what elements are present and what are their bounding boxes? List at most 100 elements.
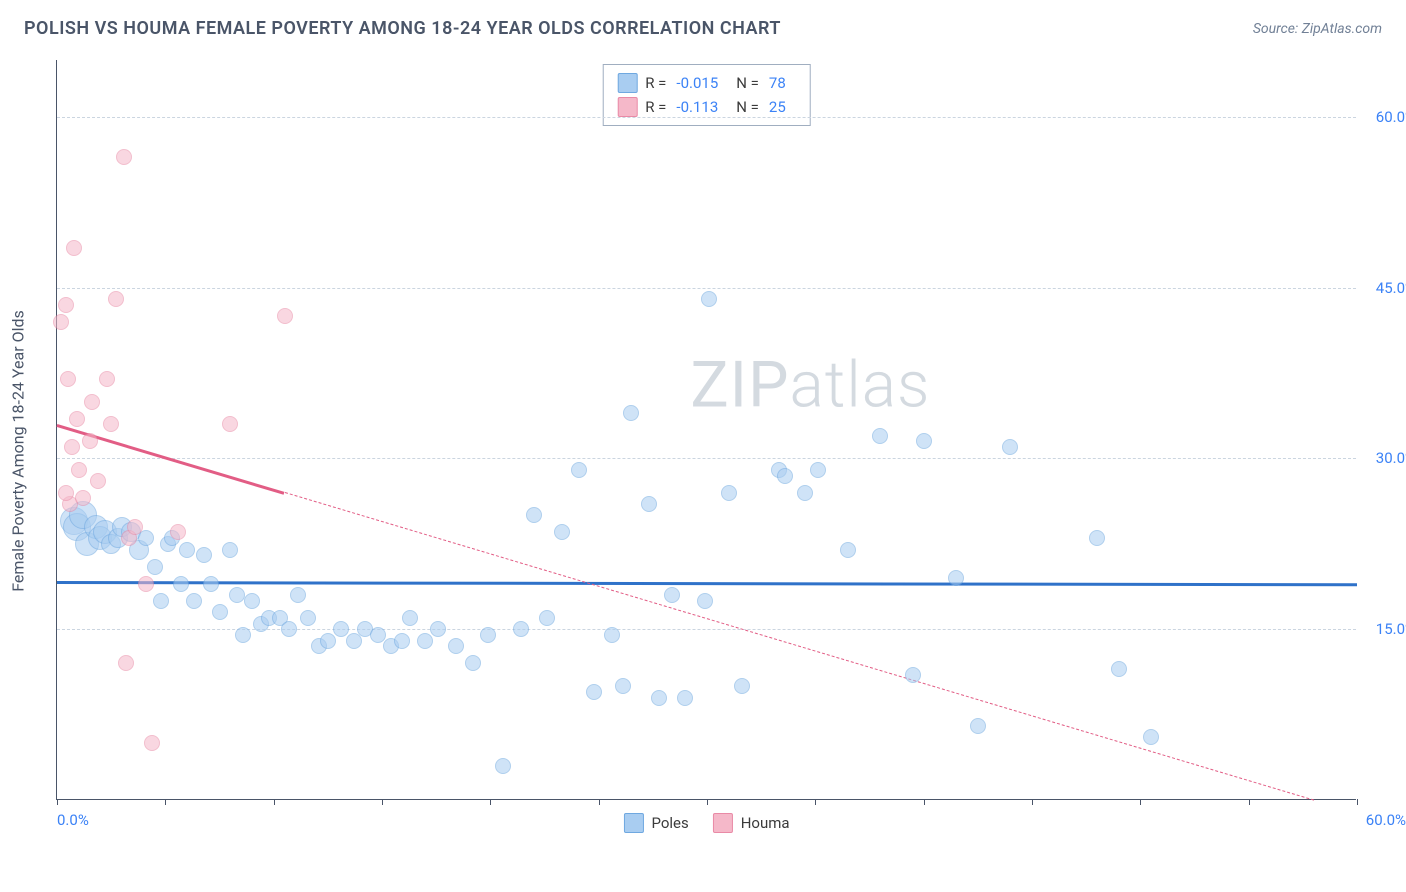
scatter-point (513, 621, 529, 637)
scatter-point (108, 291, 124, 307)
scatter-point (701, 291, 717, 307)
scatter-point (333, 621, 349, 637)
scatter-point (840, 542, 856, 558)
gridline (57, 458, 1356, 459)
stat-n-value: 78 (767, 74, 796, 92)
watermark: ZIPatlas (690, 348, 930, 423)
stat-r-label: R = (645, 98, 666, 116)
scatter-point (144, 735, 160, 751)
scatter-point (970, 718, 986, 734)
chart-wrap: Female Poverty Among 18-24 Year Olds ZIP… (46, 56, 1386, 846)
scatter-point (905, 667, 921, 683)
scatter-point (222, 416, 238, 432)
scatter-point (170, 524, 186, 540)
scatter-point (212, 604, 228, 620)
x-max-label: 60.0% (1366, 811, 1406, 829)
scatter-point (777, 468, 793, 484)
scatter-point (196, 547, 212, 563)
y-axis-label: Female Poverty Among 18-24 Year Olds (9, 310, 28, 592)
scatter-point (64, 439, 80, 455)
scatter-point (615, 678, 631, 694)
scatter-point (186, 593, 202, 609)
scatter-point (53, 314, 69, 330)
scatter-point (810, 462, 826, 478)
scatter-point (697, 593, 713, 609)
scatter-point (465, 655, 481, 671)
legend-label: Poles (651, 814, 688, 832)
scatter-point (99, 371, 115, 387)
x-tick (1357, 799, 1358, 805)
scatter-point (402, 610, 418, 626)
scatter-point (1089, 530, 1105, 546)
x-tick (1140, 799, 1141, 805)
x-tick (1032, 799, 1033, 805)
scatter-point (138, 576, 154, 592)
chart-header: POLISH VS HOUMA FEMALE POVERTY AMONG 18-… (0, 0, 1406, 47)
scatter-point (495, 758, 511, 774)
y-tick-label: 45.0% (1360, 279, 1406, 297)
gridline (57, 629, 1356, 630)
scatter-point (75, 490, 91, 506)
trend-line-poles (57, 581, 1357, 586)
gridline (57, 117, 1356, 118)
y-tick-label: 15.0% (1360, 620, 1406, 638)
stat-r-value: -0.113 (674, 98, 728, 116)
y-tick-label: 30.0% (1360, 449, 1406, 467)
scatter-point (118, 655, 134, 671)
scatter-point (623, 405, 639, 421)
scatter-point (90, 473, 106, 489)
scatter-point (430, 621, 446, 637)
scatter-point (244, 593, 260, 609)
legend-swatch (713, 813, 733, 833)
x-min-label: 0.0% (57, 811, 89, 829)
scatter-point (417, 633, 433, 649)
scatter-point (235, 627, 251, 643)
scatter-point (179, 542, 195, 558)
trend-dash-houma (284, 492, 1313, 801)
legend-label: Houma (741, 814, 790, 832)
legend-item: Houma (713, 813, 790, 833)
scatter-point (153, 593, 169, 609)
scatter-point (554, 524, 570, 540)
scatter-point (58, 485, 74, 501)
scatter-point (948, 570, 964, 586)
scatter-point (103, 416, 119, 432)
x-tick (57, 799, 58, 805)
scatter-point (69, 411, 85, 427)
scatter-point (677, 690, 693, 706)
scatter-point (116, 149, 132, 165)
scatter-point (281, 621, 297, 637)
scatter-point (290, 587, 306, 603)
x-tick (1249, 799, 1250, 805)
scatter-point (229, 587, 245, 603)
scatter-point (147, 559, 163, 575)
plot-area: ZIPatlas R =-0.015N =78R =-0.113N =25 Po… (56, 60, 1356, 800)
scatter-point (797, 485, 813, 501)
scatter-point (571, 462, 587, 478)
scatter-point (277, 308, 293, 324)
scatter-point (651, 690, 667, 706)
scatter-point (448, 638, 464, 654)
scatter-point (539, 610, 555, 626)
x-tick (165, 799, 166, 805)
chart-source: Source: ZipAtlas.com (1253, 21, 1382, 37)
scatter-point (916, 433, 932, 449)
scatter-point (1002, 439, 1018, 455)
scatter-point (66, 240, 82, 256)
scatter-point (1143, 729, 1159, 745)
scatter-point (872, 428, 888, 444)
stats-row: R =-0.015N =78 (617, 71, 796, 95)
x-tick (707, 799, 708, 805)
scatter-point (721, 485, 737, 501)
scatter-point (664, 587, 680, 603)
scatter-point (604, 627, 620, 643)
scatter-point (1111, 661, 1127, 677)
scatter-point (203, 576, 219, 592)
scatter-point (60, 371, 76, 387)
stat-n-label: N = (736, 98, 759, 116)
scatter-point (586, 684, 602, 700)
scatter-point (84, 394, 100, 410)
scatter-point (300, 610, 316, 626)
scatter-point (82, 433, 98, 449)
legend-swatch (623, 813, 643, 833)
